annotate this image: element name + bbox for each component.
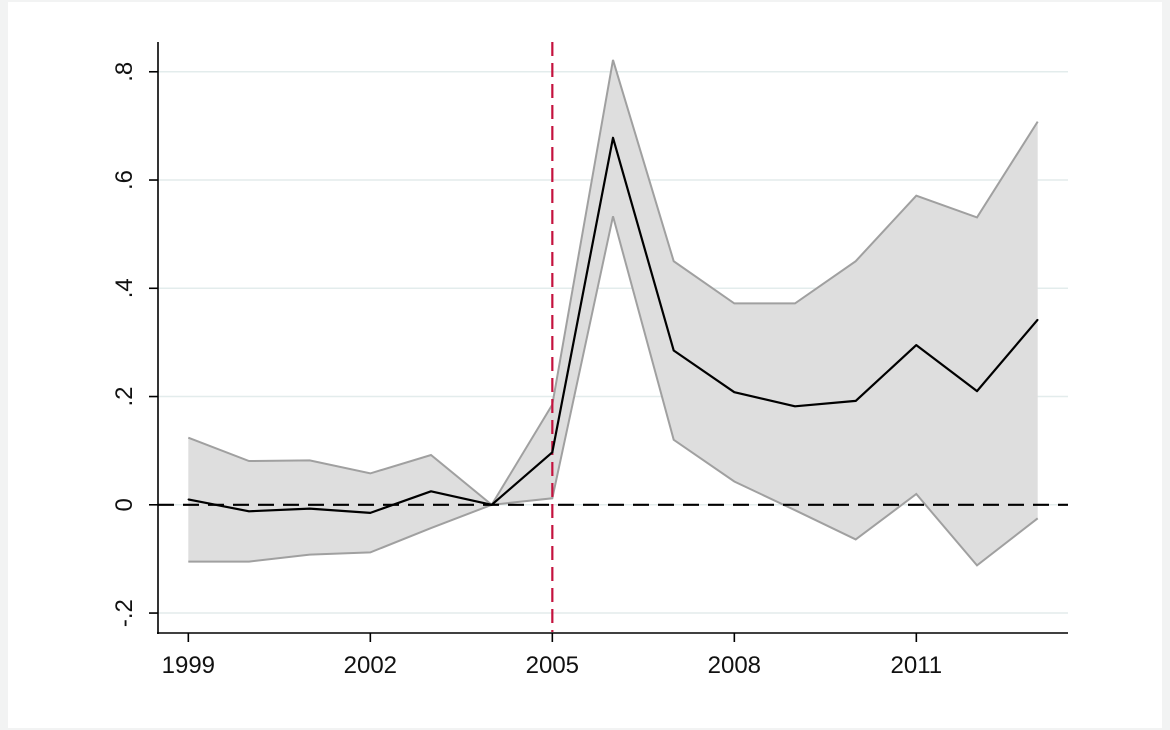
y-tick-label: 0 bbox=[111, 498, 138, 511]
x-tick-label: 1999 bbox=[162, 652, 215, 679]
y-tick-label: .8 bbox=[111, 62, 138, 82]
data-point bbox=[1036, 318, 1039, 321]
data-point bbox=[430, 490, 432, 493]
x-tick-label: 2008 bbox=[708, 652, 761, 679]
reference-lines bbox=[158, 42, 1068, 632]
confidence-band bbox=[187, 59, 1039, 567]
x-tick-label: 2005 bbox=[526, 652, 579, 679]
chart-frame: -.2 0 .2 .4 .6 .8 1999 2002 2005 2008 2011 bbox=[8, 2, 1162, 728]
data-point bbox=[551, 451, 554, 454]
data-point bbox=[854, 400, 857, 402]
data-point bbox=[187, 498, 190, 501]
x-axis-ticks: 1999 2002 2005 2008 2011 bbox=[162, 633, 943, 679]
series-layer bbox=[187, 136, 1039, 514]
data-point bbox=[794, 405, 796, 408]
y-tick-label: .6 bbox=[111, 170, 138, 190]
data-point bbox=[490, 503, 493, 506]
data-point bbox=[308, 507, 311, 510]
y-tick-label: -.2 bbox=[111, 599, 138, 627]
confidence-band-area bbox=[188, 59, 1038, 566]
event-study-chart: -.2 0 .2 .4 .6 .8 1999 2002 2005 2008 2011 bbox=[111, 42, 1068, 679]
x-tick-label: 2011 bbox=[891, 652, 943, 679]
data-point bbox=[976, 390, 978, 392]
data-point bbox=[248, 510, 250, 513]
data-point bbox=[612, 137, 614, 139]
data-point bbox=[733, 391, 736, 394]
lower-bound-line bbox=[188, 216, 1039, 567]
data-point bbox=[672, 349, 675, 352]
data-point bbox=[915, 344, 918, 346]
y-axis-ticks: -.2 0 .2 .4 .6 .8 bbox=[111, 62, 158, 627]
y-tick-label: .4 bbox=[111, 278, 138, 298]
data-point bbox=[369, 512, 372, 514]
y-tick-label: .2 bbox=[111, 386, 138, 406]
upper-bound-line bbox=[187, 59, 1039, 507]
x-tick-label: 2002 bbox=[344, 652, 397, 679]
